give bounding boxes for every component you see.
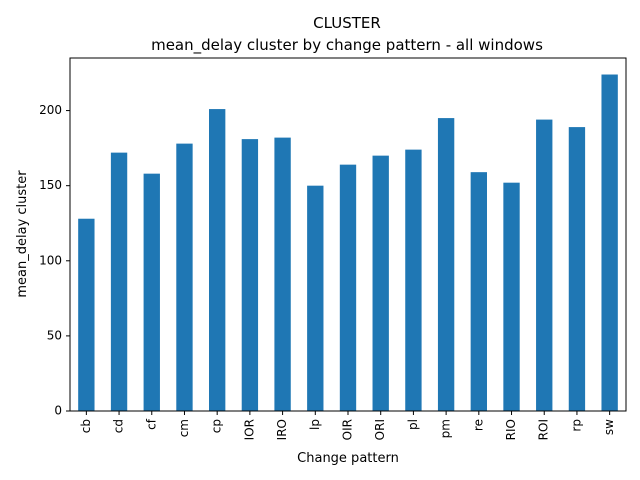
bar-ORI — [372, 155, 389, 411]
bar-cm — [176, 143, 193, 411]
bar-sw — [601, 74, 618, 412]
bar-IRO — [274, 137, 291, 412]
y-tick-label: 200 — [39, 103, 62, 117]
x-axis-label: Change pattern — [297, 451, 399, 466]
plot-frame — [69, 57, 627, 412]
bar-pl — [405, 149, 422, 411]
chart-title: CLUSTER — [313, 14, 381, 32]
x-tick-label: ORI — [373, 419, 387, 440]
bar-re — [470, 172, 487, 411]
x-tick-label: IOR — [242, 419, 256, 440]
y-tick-label: 150 — [39, 178, 62, 192]
x-tick-label: cp — [210, 419, 224, 433]
x-tick-label: pm — [439, 419, 453, 438]
bar-OIR — [339, 164, 357, 411]
x-tick-label: rp — [569, 419, 583, 432]
x-tick-label: cm — [177, 419, 191, 437]
bar-IOR — [241, 139, 259, 412]
bar-rp — [568, 127, 586, 411]
x-tick-label: re — [471, 419, 485, 431]
bar-cb — [78, 218, 95, 411]
bar-pm — [437, 118, 455, 411]
x-tick-label: cf — [144, 418, 158, 430]
y-tick-label: 0 — [54, 404, 62, 418]
x-axis: cb cd cf cm cp IOR IRO lp OIR ORI pl pm re RIO ROI rp sw — [79, 411, 616, 440]
x-tick-label: OIR — [341, 419, 355, 440]
x-tick-label: lp — [308, 419, 322, 430]
y-axis-label: mean_delay cluster — [15, 170, 30, 298]
y-tick-label: 50 — [47, 328, 62, 342]
bar-ROI — [536, 119, 553, 411]
bar-cf — [143, 173, 160, 411]
x-tick-label: IRO — [275, 419, 289, 440]
x-tick-label: RIO — [504, 419, 518, 440]
y-tick-label: 100 — [39, 253, 62, 267]
bars-group — [78, 74, 618, 412]
bar-lp — [307, 185, 324, 411]
bar-RIO — [503, 182, 520, 411]
y-axis: 0 50 100 150 200 — [39, 103, 70, 418]
x-tick-label: ROI — [537, 419, 551, 440]
bar-cd — [110, 152, 128, 411]
chart-subtitle: mean_delay cluster by change pattern - a… — [151, 36, 543, 55]
x-tick-label: pl — [406, 419, 420, 430]
bar-cp — [209, 109, 226, 411]
x-tick-label: cd — [112, 419, 126, 433]
x-tick-label: cb — [79, 419, 93, 433]
x-tick-label: sw — [602, 419, 616, 435]
